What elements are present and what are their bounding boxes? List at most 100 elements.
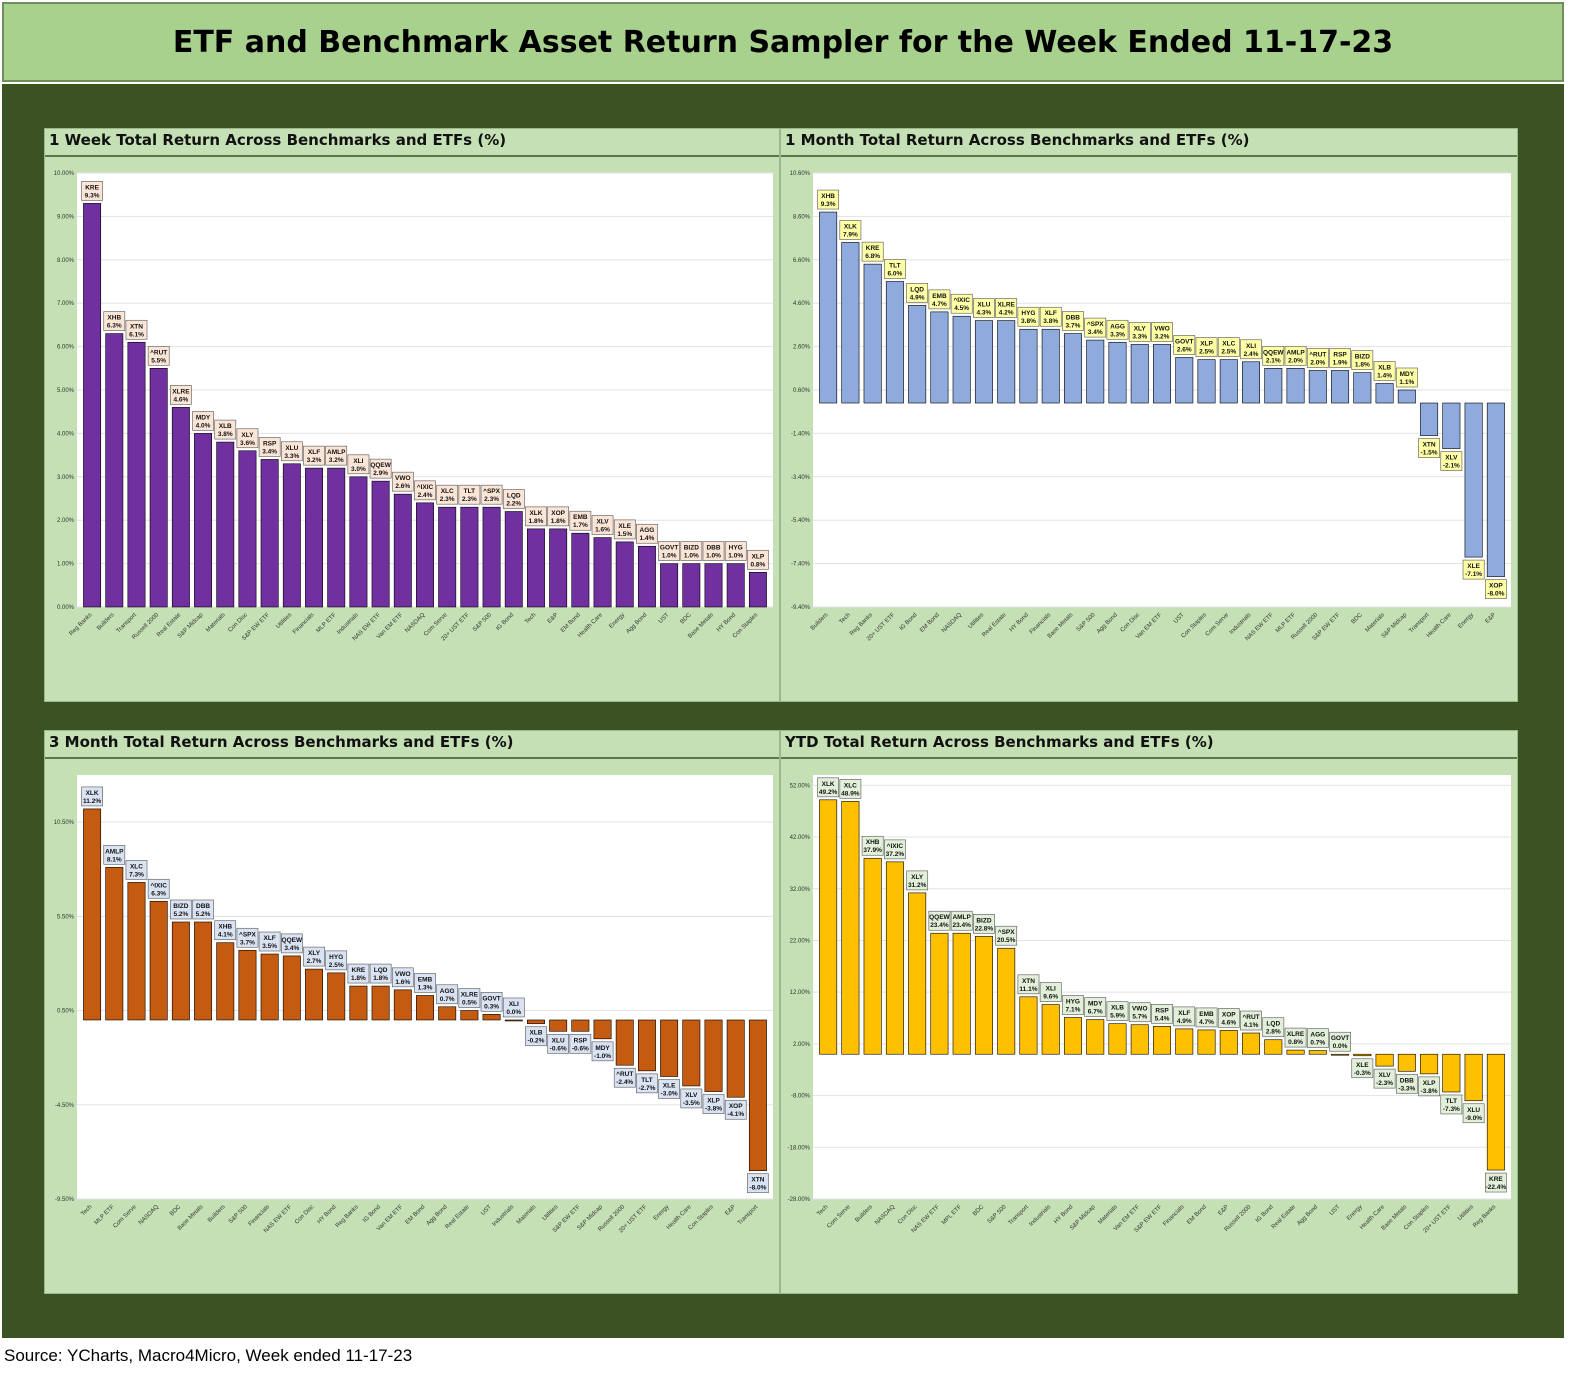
value-label: -0.6%	[572, 1045, 589, 1052]
data-label: XOP-8.0%	[1484, 579, 1507, 599]
value-label: 5.7%	[1132, 1014, 1147, 1021]
bar	[841, 801, 860, 1055]
category-label: Con Disc	[897, 1204, 918, 1225]
source-note: Source: YCharts, Macro4Micro, Week ended…	[4, 1346, 413, 1365]
category-label: Tech	[524, 612, 537, 625]
ticker-label: XLV	[1378, 1072, 1391, 1079]
data-label-box	[369, 963, 392, 984]
bar	[238, 450, 257, 608]
category-label: Tech	[816, 1204, 829, 1217]
ticker-label: ^SPX	[998, 928, 1015, 936]
y-tick-label: -5.40%	[791, 518, 811, 524]
ticker-label: XLP	[752, 553, 765, 560]
value-label: 1.4%	[1377, 372, 1392, 379]
ticker-label: XLY	[911, 874, 924, 881]
value-label: -22.4%	[1486, 1184, 1507, 1191]
data-label-box	[1373, 361, 1396, 381]
value-label: 20.5%	[997, 937, 1016, 944]
data-label-box	[973, 298, 995, 318]
category-label: NASDAQ	[404, 612, 426, 634]
chart-panel-1-month: 1 Month Total Return Across Benchmarks a…	[780, 128, 1518, 702]
y-tick-label: 6.60%	[793, 258, 811, 264]
y-tick-label: 3.00%	[57, 475, 75, 481]
ticker-label: XLY	[241, 432, 254, 439]
bar	[416, 995, 434, 1021]
ticker-label: BIZD	[173, 903, 188, 910]
value-label: 1.0%	[662, 553, 677, 560]
bar	[1331, 1053, 1350, 1056]
value-label: 3.6%	[240, 440, 255, 447]
data-label-box	[391, 471, 414, 492]
data-label-box	[236, 428, 259, 449]
data-label-box	[280, 441, 303, 462]
y-tick-label: -18.00%	[788, 1145, 811, 1151]
bar	[1308, 1050, 1327, 1055]
chart-title: 1 Month Total Return Across Benchmarks a…	[785, 131, 1250, 149]
data-label-box	[1329, 1031, 1351, 1052]
value-label: 3.5%	[262, 943, 277, 950]
value-label: 1.0%	[684, 553, 699, 560]
value-label: 23.4%	[930, 922, 949, 929]
data-label-box	[170, 899, 192, 920]
bar	[1242, 361, 1261, 404]
data-label-box	[125, 860, 148, 880]
data-label-box	[525, 506, 547, 527]
ticker-label: MDY	[595, 1045, 610, 1052]
value-label: 4.2%	[999, 310, 1014, 317]
data-label-box	[1039, 982, 1062, 1002]
bar	[127, 341, 146, 608]
data-label-box	[973, 914, 995, 934]
value-label: 6.0%	[887, 271, 902, 278]
ticker-label: VWO	[395, 475, 411, 482]
data-label-box	[747, 549, 769, 570]
data-label-box	[702, 1094, 725, 1114]
bar	[748, 571, 767, 608]
y-tick-label: -9.50%	[55, 1197, 75, 1203]
bar	[327, 972, 346, 1021]
value-label: 37.2%	[886, 851, 905, 858]
ticker-label: XLU	[1467, 1107, 1480, 1114]
data-label-box	[702, 541, 725, 561]
value-label: 0.8%	[750, 561, 765, 568]
category-label: Industrials	[492, 1204, 516, 1228]
category-label: IG Bond	[362, 1204, 382, 1224]
ticker-label: XLF	[1045, 310, 1057, 317]
bar	[1264, 368, 1283, 404]
bar	[194, 921, 213, 1021]
value-label: 5.5%	[151, 357, 166, 364]
bar	[171, 407, 190, 608]
category-label: Agg Bond	[426, 1204, 449, 1227]
ticker-label: TLT	[889, 263, 900, 270]
ticker-label: DBB	[196, 903, 210, 910]
ticker-label: XTN	[1022, 978, 1035, 985]
ticker-label: BIZD	[1355, 354, 1370, 361]
data-label-box	[995, 925, 1018, 946]
data-label-box	[81, 181, 103, 201]
category-label: HY Bond	[1053, 1204, 1074, 1225]
value-label: 3.0%	[351, 466, 366, 473]
bar	[1219, 359, 1238, 404]
category-label: E&P	[547, 612, 560, 625]
value-label: 1.3%	[418, 984, 433, 991]
bar	[460, 1010, 479, 1021]
value-label: 22.8%	[975, 925, 994, 932]
ticker-label: ^SPX	[239, 930, 256, 938]
category-label: S&P 500	[987, 1204, 1008, 1225]
bar	[571, 1019, 590, 1032]
category-label: Financials	[1029, 612, 1052, 635]
bar	[393, 493, 412, 608]
